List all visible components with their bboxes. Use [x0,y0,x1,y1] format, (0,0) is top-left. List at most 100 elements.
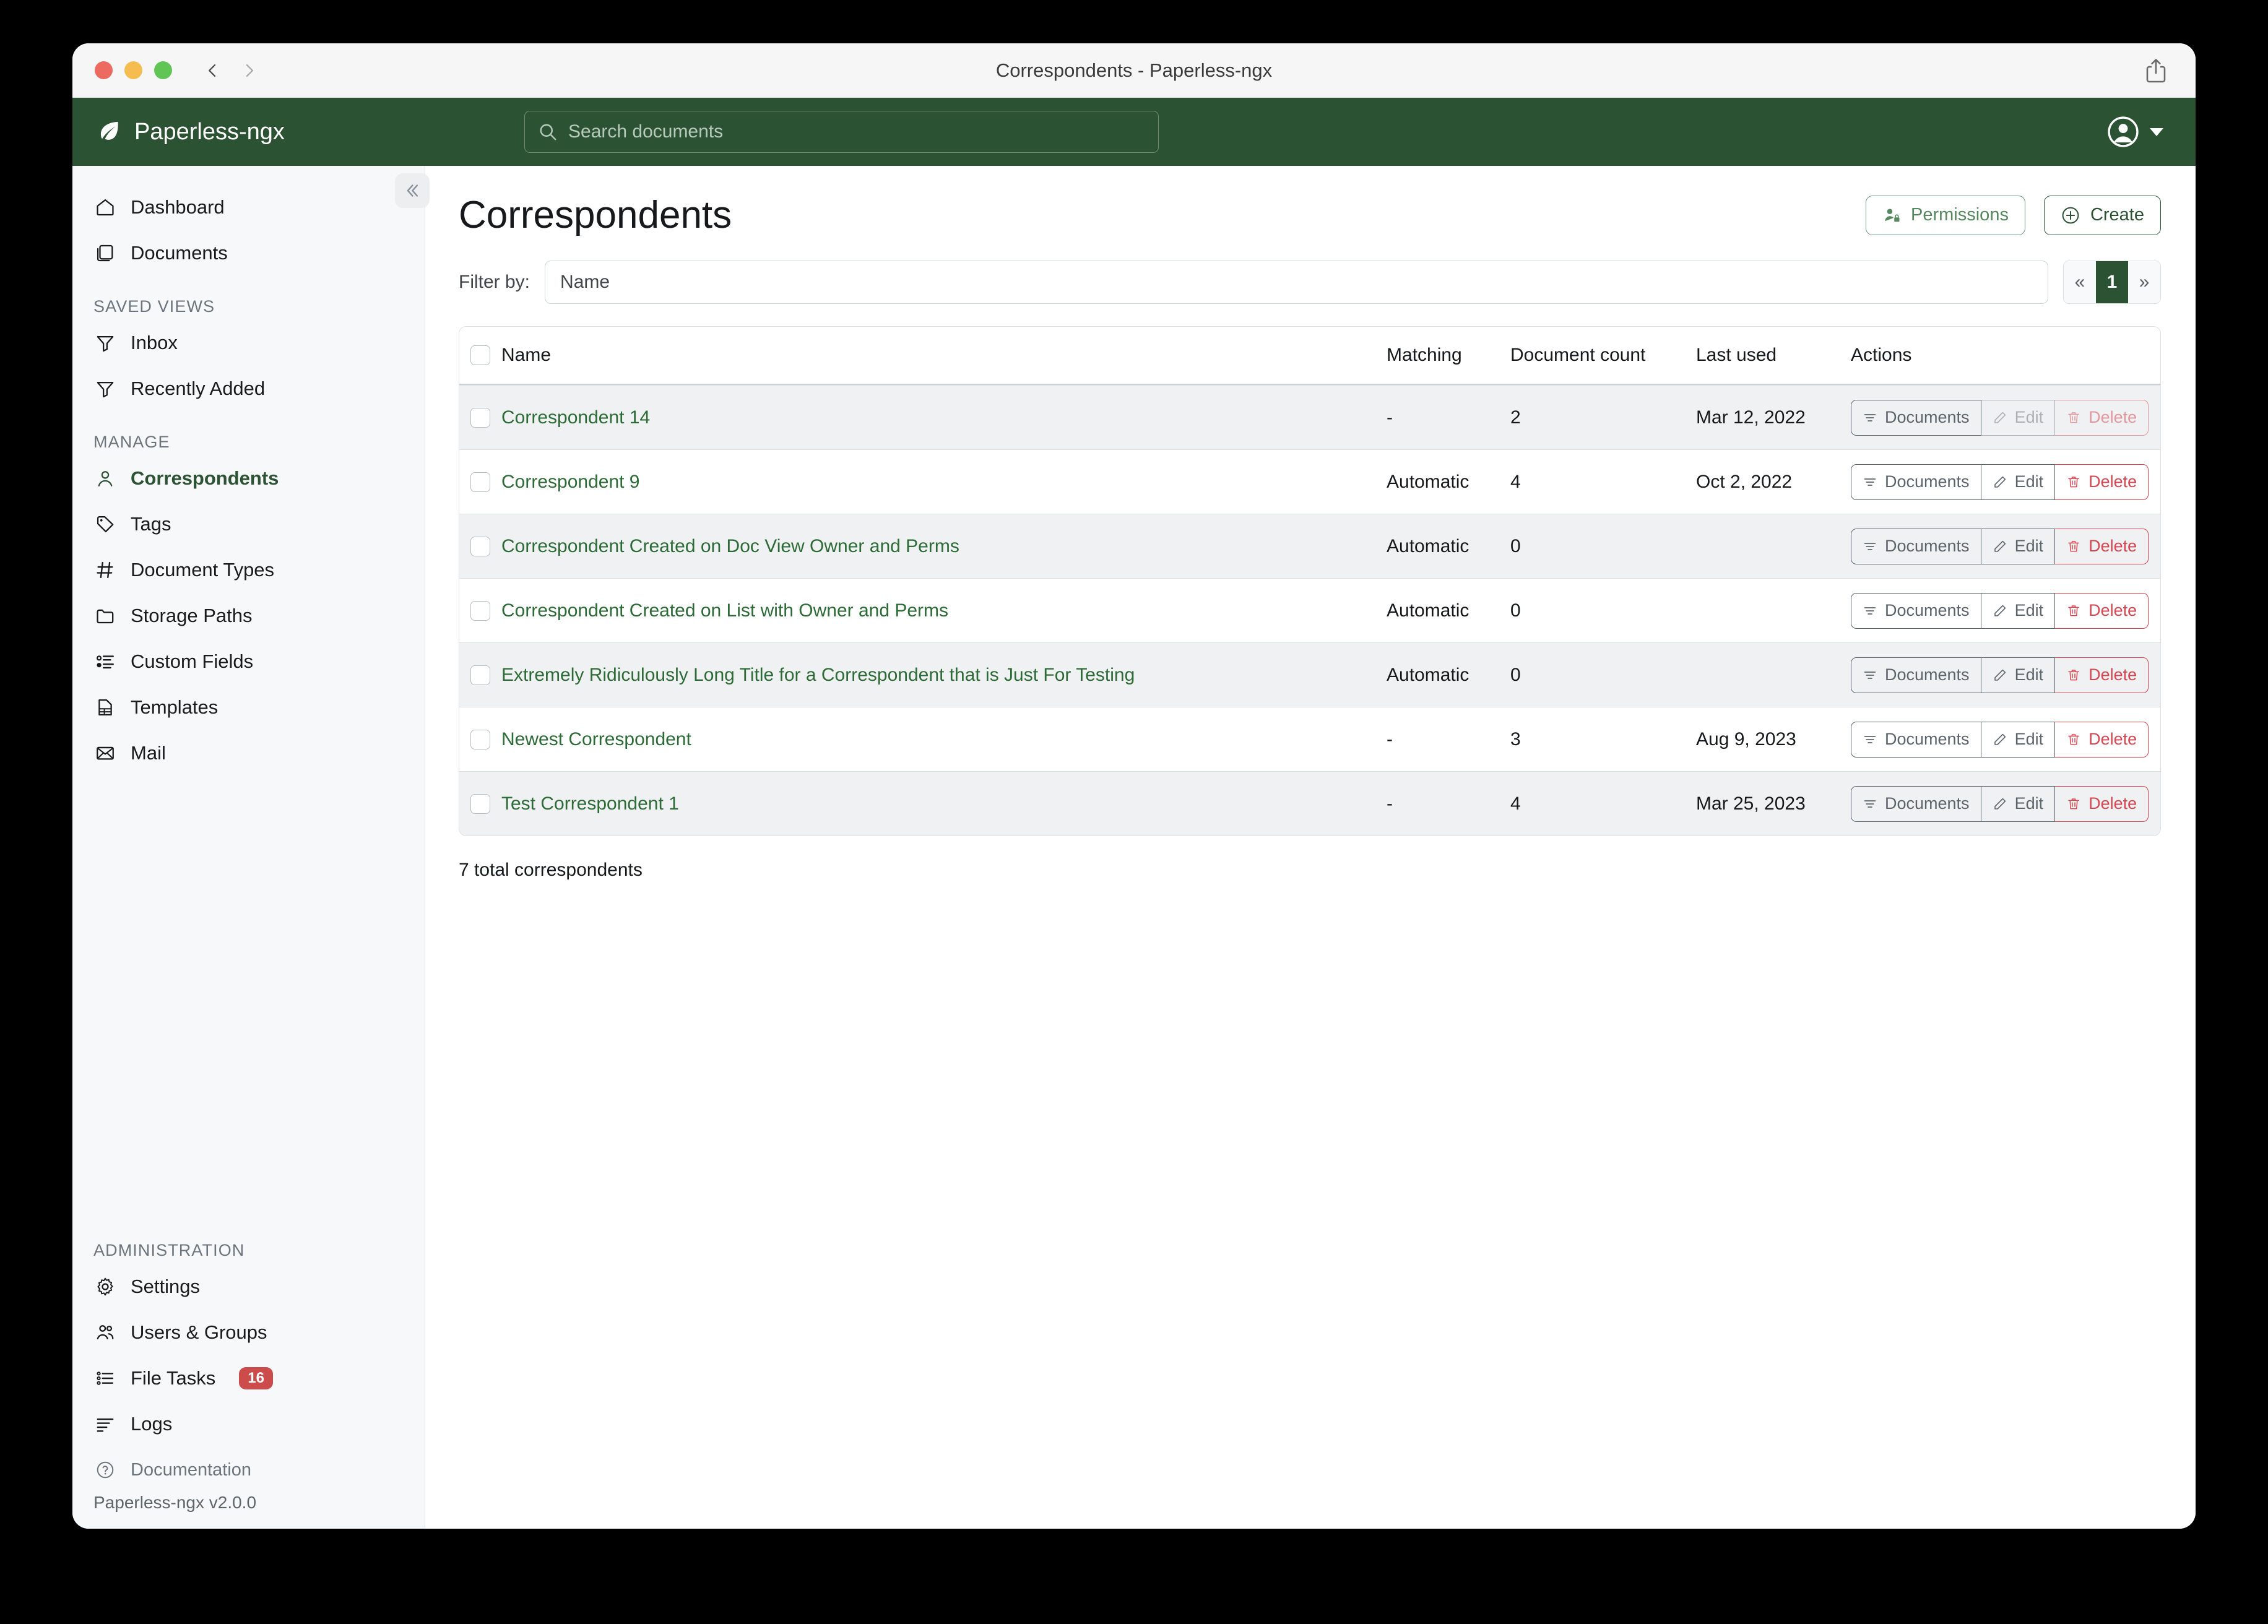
cell-actions: Documents Edit Delete [1851,657,2160,693]
correspondent-link[interactable]: Correspondent Created on Doc View Owner … [501,535,959,556]
row-checkbox[interactable] [470,665,490,685]
brand[interactable]: Paperless-ngx [95,118,423,145]
sidebar-item-logs[interactable]: Logs [72,1401,425,1447]
column-header-last-used[interactable]: Last used [1696,345,1777,365]
sidebar-item-document-types[interactable]: Document Types [72,547,425,593]
close-window-button[interactable] [95,61,113,79]
row-checkbox[interactable] [470,729,490,749]
trash-icon [2066,603,2081,618]
documents-button[interactable]: Documents [1851,399,1981,436]
question-circle-icon [93,1458,117,1482]
sidebar-item-mail[interactable]: Mail [72,730,425,776]
sidebar-item-templates[interactable]: Templates [72,685,425,730]
sidebar-item-file-tasks[interactable]: File Tasks 16 [72,1355,425,1401]
column-header-matching[interactable]: Matching [1387,345,1462,365]
row-checkbox[interactable] [470,600,490,621]
pagination-page-1[interactable]: 1 [2096,261,2128,303]
cell-name: Extremely Ridiculously Long Title for a … [501,665,1387,686]
row-checkbox[interactable] [470,407,490,428]
sidebar-item-label: Custom Fields [131,650,254,672]
pagination-prev-button[interactable]: « [2064,261,2096,303]
share-icon[interactable] [2144,57,2168,84]
funnel-icon [93,377,117,400]
envelope-icon [93,741,117,765]
sidebar-item-documents[interactable]: Documents [72,230,425,276]
sidebar-item-documentation[interactable]: Documentation [72,1447,425,1493]
minimize-window-button[interactable] [124,61,142,79]
filter-name-input[interactable] [545,261,2048,304]
documents-button[interactable]: Documents [1851,464,1981,500]
column-header-document-count[interactable]: Document count [1510,345,1646,365]
correspondent-link[interactable]: Correspondent 14 [501,407,651,428]
sidebar-item-users-groups[interactable]: Users & Groups [72,1310,425,1355]
account-menu[interactable] [2106,115,2163,149]
row-action-group: Documents Edit Delete [1851,657,2149,693]
row-select-cell [459,665,501,685]
sidebar-item-correspondents[interactable]: Correspondents [72,456,425,501]
row-checkbox[interactable] [470,472,490,492]
create-button[interactable]: Create [2043,195,2161,235]
documents-button[interactable]: Documents [1851,592,1981,629]
correspondent-link[interactable]: Test Correspondent 1 [501,793,679,814]
edit-button-label: Edit [2014,665,2044,684]
delete-button[interactable]: Delete [2055,592,2149,629]
pencil-icon [1993,668,2007,683]
documents-button[interactable]: Documents [1851,785,1981,822]
edit-button[interactable]: Edit [1981,785,2056,822]
row-select-cell [459,407,501,428]
plus-circle-icon [2061,205,2080,225]
delete-button[interactable]: Delete [2055,399,2149,436]
sidebar-collapse-button[interactable] [395,173,430,208]
row-checkbox[interactable] [470,536,490,556]
pagination-next-button[interactable]: » [2128,261,2160,303]
sidebar-item-custom-fields[interactable]: Custom Fields [72,639,425,685]
documents-button[interactable]: Documents [1851,528,1981,564]
edit-button[interactable]: Edit [1981,399,2056,436]
delete-button[interactable]: Delete [2055,657,2149,693]
documents-button[interactable]: Documents [1851,721,1981,758]
cell-name: Correspondent Created on List with Owner… [501,600,1387,621]
edit-button[interactable]: Edit [1981,721,2056,758]
pagination: « 1 » [2063,261,2161,304]
edit-button[interactable]: Edit [1981,592,2056,629]
traffic-lights [95,61,172,79]
correspondent-link[interactable]: Correspondent 9 [501,471,640,492]
leaf-icon [95,118,122,145]
sidebar-item-storage-paths[interactable]: Storage Paths [72,593,425,639]
sidebar-item-label: Mail [131,742,166,764]
cell-document-count: 0 [1510,664,1521,685]
sidebar-item-inbox[interactable]: Inbox [72,320,425,366]
edit-button[interactable]: Edit [1981,657,2056,693]
column-header-name[interactable]: Name [501,345,552,365]
maximize-window-button[interactable] [154,61,172,79]
row-checkbox[interactable] [470,793,490,814]
permissions-button[interactable]: Permissions [1866,195,2025,235]
edit-button-label: Edit [2014,472,2044,491]
file-tasks-badge: 16 [239,1367,273,1389]
sidebar-item-recently-added[interactable]: Recently Added [72,366,425,412]
lines-icon [93,1412,117,1436]
forward-chevron-icon[interactable] [241,63,258,79]
edit-button[interactable]: Edit [1981,464,2056,500]
correspondent-link[interactable]: Extremely Ridiculously Long Title for a … [501,664,1135,685]
delete-button[interactable]: Delete [2055,721,2149,758]
cell-actions: Documents Edit Delete [1851,721,2160,758]
sidebar-section-administration: ADMINISTRATION [93,1241,245,1259]
sidebar-item-tags[interactable]: Tags [72,501,425,547]
search-input[interactable]: Search documents [524,111,1159,153]
edit-button[interactable]: Edit [1981,528,2056,564]
correspondent-link[interactable]: Newest Correspondent [501,728,691,749]
sidebar-item-settings[interactable]: Settings [72,1264,425,1310]
documents-button[interactable]: Documents [1851,657,1981,693]
sidebar-item-label: Inbox [131,332,178,353]
column-header-actions: Actions [1851,345,1912,365]
delete-button[interactable]: Delete [2055,785,2149,822]
correspondent-link[interactable]: Correspondent Created on List with Owner… [501,600,949,621]
back-chevron-icon[interactable] [204,63,220,79]
delete-button[interactable]: Delete [2055,464,2149,500]
sidebar-item-dashboard[interactable]: Dashboard [72,184,425,230]
delete-button[interactable]: Delete [2055,528,2149,564]
select-all-checkbox[interactable] [470,345,490,365]
table-header-row: Name Matching Document count Last used A… [459,327,2160,385]
edit-button-label: Edit [2014,408,2044,426]
